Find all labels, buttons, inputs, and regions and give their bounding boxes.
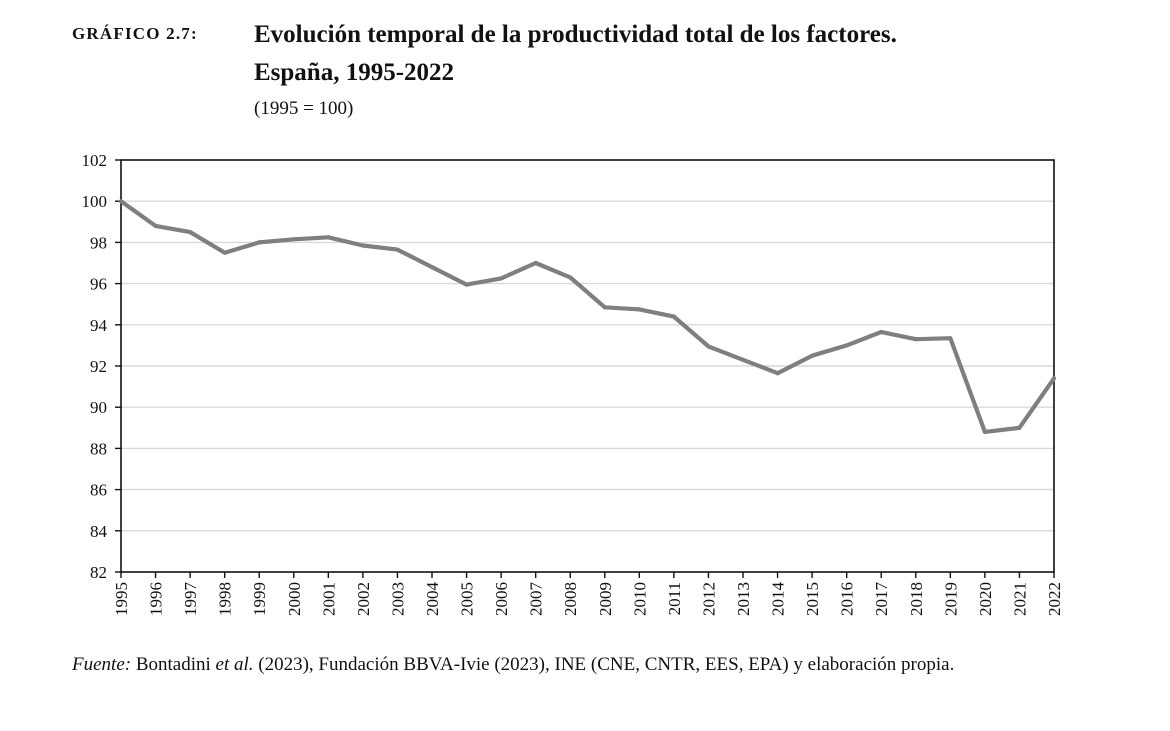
x-tick-label-2007: 2007 bbox=[527, 582, 546, 617]
y-tick-label-86: 86 bbox=[90, 481, 107, 500]
x-tick-label-2012: 2012 bbox=[699, 582, 718, 616]
y-tick-label-94: 94 bbox=[90, 316, 108, 335]
x-tick-label-2018: 2018 bbox=[907, 582, 926, 616]
chart-title-line-2: España, 1995-2022 bbox=[254, 59, 455, 86]
x-tick-label-2013: 2013 bbox=[734, 582, 753, 616]
data-point-2001 bbox=[326, 235, 331, 240]
data-point-2013 bbox=[740, 357, 746, 362]
data-point-2022 bbox=[1051, 376, 1057, 381]
source-prefix: Fuente: bbox=[72, 654, 132, 675]
data-point-2017 bbox=[879, 329, 884, 335]
source-note: Fuente: Bontadini et al. (2023), Fundaci… bbox=[72, 650, 1070, 679]
x-tick-label-1995: 1995 bbox=[112, 582, 131, 616]
x-tick-label-2005: 2005 bbox=[458, 582, 477, 616]
data-point-2018 bbox=[913, 337, 918, 342]
chart-subtitle: (1995 = 100) bbox=[254, 98, 354, 119]
data-point-2002 bbox=[360, 243, 365, 248]
y-tick-label-82: 82 bbox=[90, 563, 107, 582]
source-text-1: Bontadini bbox=[131, 654, 216, 675]
chart-title-line-1: Evolución temporal de la productividad t… bbox=[254, 21, 897, 48]
y-tick-label-92: 92 bbox=[90, 357, 107, 376]
data-point-2006 bbox=[499, 276, 504, 281]
x-tick-label-2019: 2019 bbox=[941, 582, 960, 616]
title-block: Evolución temporal de la productividad t… bbox=[254, 16, 1134, 120]
x-tick-label-2015: 2015 bbox=[803, 582, 822, 616]
x-tick-label-1998: 1998 bbox=[216, 582, 235, 616]
y-tick-label-84: 84 bbox=[90, 522, 108, 541]
data-point-2010 bbox=[637, 307, 642, 312]
x-tick-label-2016: 2016 bbox=[838, 582, 857, 616]
y-tick-label-100: 100 bbox=[82, 192, 108, 211]
line-chart: 82 84 86 88 90 92 94 96 98 100 102 1995 1996 1997 1998… bbox=[82, 151, 1065, 617]
x-tick-label-2014: 2014 bbox=[769, 582, 788, 617]
x-tick-label-2021: 2021 bbox=[1010, 582, 1029, 616]
x-tick-label-2022: 2022 bbox=[1045, 582, 1064, 616]
x-tick-label-2020: 2020 bbox=[976, 582, 995, 616]
x-tick-label-2004: 2004 bbox=[423, 582, 442, 617]
data-point-1999 bbox=[257, 240, 262, 245]
y-tick-label-88: 88 bbox=[90, 439, 107, 458]
y-tick-label-96: 96 bbox=[90, 275, 107, 294]
x-tick-label-2001: 2001 bbox=[319, 582, 338, 616]
x-tick-label-2006: 2006 bbox=[492, 582, 511, 616]
y-tick-label-98: 98 bbox=[90, 233, 107, 252]
x-tick-label-2002: 2002 bbox=[354, 582, 373, 616]
data-point-1997 bbox=[188, 230, 193, 235]
x-tick-label-1997: 1997 bbox=[181, 582, 200, 617]
data-point-2015 bbox=[810, 353, 815, 358]
x-tick-label-2017: 2017 bbox=[872, 582, 891, 617]
x-tick-label-2010: 2010 bbox=[630, 582, 649, 616]
data-point-1995 bbox=[118, 199, 124, 204]
series-line-0 bbox=[119, 199, 1056, 434]
x-tick-label-2003: 2003 bbox=[388, 582, 407, 616]
x-tick-label-2009: 2009 bbox=[596, 582, 615, 616]
data-point-2000 bbox=[291, 237, 296, 242]
data-point-2004 bbox=[429, 265, 435, 270]
x-tick-label-2000: 2000 bbox=[285, 582, 304, 616]
x-tick-label-2008: 2008 bbox=[561, 582, 580, 616]
data-point-1998 bbox=[222, 250, 227, 255]
data-point-2009 bbox=[602, 305, 607, 310]
data-point-2003 bbox=[395, 247, 400, 252]
data-point-2011 bbox=[671, 314, 676, 319]
data-point-2019 bbox=[948, 336, 953, 341]
source-text-2: (2023), Fundación BBVA-Ivie (2023), INE … bbox=[253, 654, 955, 675]
x-tick-label-2011: 2011 bbox=[665, 582, 684, 615]
data-point-2005 bbox=[464, 282, 469, 287]
data-point-1996 bbox=[153, 223, 158, 229]
figure-label: GRÁFICO 2.7: bbox=[72, 24, 198, 43]
data-point-2007 bbox=[533, 260, 538, 266]
x-tick-label-1996: 1996 bbox=[147, 582, 166, 616]
x-tick-label-1999: 1999 bbox=[250, 582, 269, 616]
y-tick-label-90: 90 bbox=[90, 398, 107, 417]
data-point-2008 bbox=[568, 275, 573, 280]
data-point-2014 bbox=[775, 371, 780, 376]
data-point-2020 bbox=[982, 429, 987, 435]
source-et-al: et al. bbox=[215, 654, 254, 675]
data-point-2012 bbox=[706, 344, 711, 349]
data-point-2016 bbox=[844, 343, 849, 348]
y-tick-label-102: 102 bbox=[82, 151, 108, 170]
data-point-2021 bbox=[1017, 425, 1022, 430]
